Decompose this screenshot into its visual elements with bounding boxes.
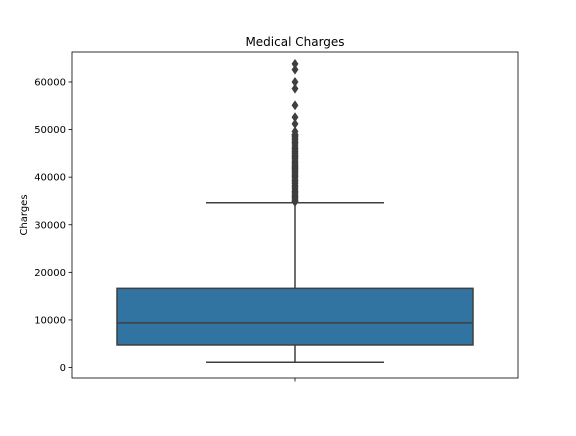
- y-tick-label: 50000: [34, 125, 66, 136]
- outlier-point: [291, 76, 299, 88]
- y-tick-label: 30000: [34, 220, 66, 231]
- y-tick-label: 0: [60, 363, 66, 374]
- y-tick-label: 40000: [34, 173, 66, 184]
- outlier-point: [291, 112, 299, 123]
- outlier-point: [291, 64, 299, 75]
- outlier-point: [291, 118, 299, 129]
- y-tick-label: 60000: [34, 77, 66, 88]
- outlier-point: [291, 126, 299, 137]
- iqr-box: [116, 287, 474, 346]
- outlier-point: [291, 58, 299, 69]
- plot-area: [71, 51, 519, 379]
- y-axis-label: Charges: [19, 194, 30, 235]
- chart-title: Medical Charges: [245, 35, 344, 49]
- y-tick-label: 10000: [34, 315, 66, 326]
- outlier-point: [291, 83, 299, 94]
- y-tick-label: 20000: [34, 268, 66, 279]
- y-axis: 0 10000 20000 30000 40000 50000 60000: [34, 77, 296, 382]
- outlier-point: [291, 100, 299, 111]
